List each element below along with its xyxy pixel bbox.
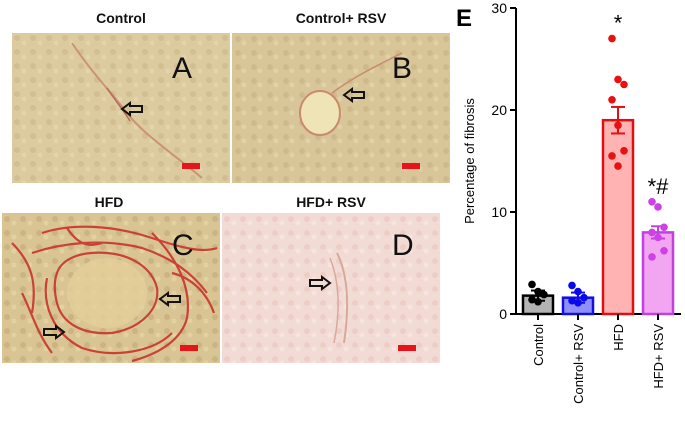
panel-e-letter: E [456,5,472,32]
x-tick-label: HFD+ RSV [651,324,666,389]
data-point [580,293,588,302]
data-point [654,203,662,211]
data-point [620,80,628,89]
panel-b-letter: B [392,52,412,85]
y-tick-label: 10 [491,204,507,220]
x-tick-label: Control [531,324,546,366]
panel-d-title: HFD+ RSV [296,194,366,210]
data-point [614,121,622,130]
x-tick-label: HFD [611,324,626,351]
panel-b-title: Control+ RSV [295,10,387,26]
scale-bar [402,163,420,169]
data-point [528,295,536,304]
data-point [620,147,628,155]
data-point [614,75,622,84]
significance-label: * [614,11,623,36]
micrograph-b: B [232,33,450,183]
y-tick-label: 0 [499,306,507,322]
scale-bar [182,163,200,169]
data-point [534,287,542,296]
data-point [660,223,668,232]
fibrosis-bar-chart: E 0 10 20 30 Percentage of fibrosis Control Con… [456,0,681,404]
scale-bar [180,345,198,351]
micrograph-a: A [12,33,230,183]
data-point [648,228,656,237]
data-point [660,246,668,255]
y-tick-label: 20 [491,102,507,118]
bar [601,118,635,316]
data-point [540,290,548,299]
data-point [608,96,616,104]
arrow-icon [158,291,181,307]
micrograph-c: C [2,213,220,363]
data-point [574,298,582,307]
data-point [648,253,656,261]
data-point [654,233,662,242]
data-point [608,34,616,43]
panel-a-title: Control [96,10,146,26]
y-axis-label: Percentage of fibrosis [462,98,477,224]
micrograph-d: D [222,213,440,363]
data-point [528,280,536,289]
panel-a-letter: A [172,52,192,85]
data-point [614,162,622,170]
data-point [574,287,582,296]
panel-d-letter: D [392,229,414,262]
data-point [608,152,616,160]
data-point [568,281,576,290]
y-tick-label: 30 [491,0,507,16]
bar [641,231,675,316]
arrow-icon [342,87,365,103]
arrow-icon [120,101,143,117]
significance-label: *# [648,174,670,199]
data-point [648,198,656,206]
panel-c-letter: C [172,229,194,262]
panel-c-title: HFD [94,194,124,210]
data-point [568,296,576,305]
arrow-icon [43,324,66,340]
scale-bar [398,345,416,351]
arrow-icon [309,275,332,291]
x-tick-label: Control+ RSV [571,324,586,404]
data-point [534,297,542,306]
